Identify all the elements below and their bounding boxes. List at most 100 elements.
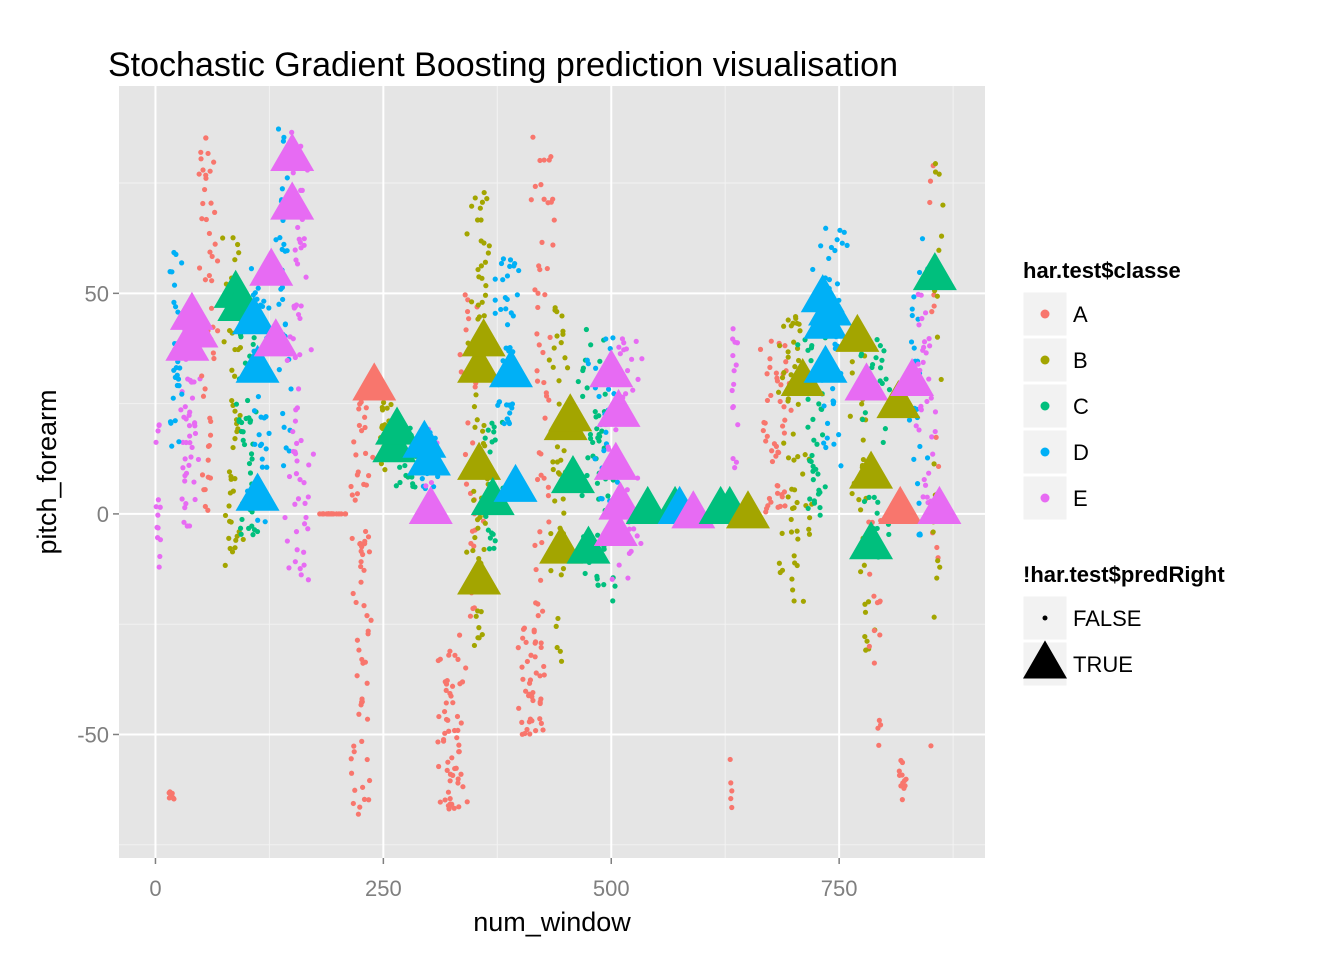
point-B [482,443,488,449]
point-B [792,364,798,370]
point-A [447,690,453,697]
point-C [492,437,498,443]
point-C [487,535,493,541]
point-B [860,437,866,443]
point-B [472,195,478,201]
point-A [445,717,451,723]
point-D [810,266,816,273]
point-D [830,386,836,392]
point-A [359,738,365,744]
point-A [728,795,734,802]
point-B [800,471,806,477]
point-B [226,469,233,475]
point-D [504,273,511,279]
point-B [554,333,560,339]
triangle-E [408,485,453,524]
point-A [199,373,205,379]
point-E [617,351,623,357]
point-E [294,547,300,553]
point-A [536,263,542,269]
point-C [822,484,828,490]
point-A [472,384,478,390]
point-A [538,644,544,651]
point-D [168,420,174,426]
triangle-D [493,463,538,502]
correct-prediction-markers [165,132,962,595]
point-C [869,364,875,371]
point-E [301,562,307,568]
point-B [476,314,483,320]
point-C [239,516,245,523]
point-A [357,540,363,547]
point-B [471,488,477,494]
point-B [479,631,485,638]
point-D [282,321,289,327]
point-B [795,536,801,542]
y-tick-label: -50 [77,722,109,747]
legend-label-C: C [1073,394,1089,419]
point-A [356,711,362,717]
point-A [452,652,458,658]
point-A [530,134,536,140]
point-B [794,499,800,506]
point-A [545,493,552,499]
point-A [343,511,349,517]
legend-label-E: E [1073,486,1088,511]
point-E [182,473,188,479]
point-B [384,405,390,411]
point-A [537,157,543,164]
point-D [592,456,598,462]
point-A [538,472,544,478]
point-D [175,309,181,315]
point-B [777,343,783,349]
point-B [785,317,791,323]
point-A [458,720,464,726]
point-E [181,519,187,525]
point-B [473,392,479,398]
point-D [281,424,287,430]
point-A [171,795,177,802]
point-A [768,338,774,344]
point-A [454,713,461,720]
triangle-D [488,349,533,388]
point-D [276,301,282,307]
point-D [911,294,917,300]
point-A [774,490,781,496]
point-B [858,569,864,575]
point-A [524,726,530,733]
point-C [594,426,600,432]
point-E [639,356,645,362]
point-B [861,562,867,568]
point-E [289,129,295,135]
point-B [789,576,795,582]
point-A [531,627,537,633]
point-A [198,156,204,162]
point-C [487,449,493,455]
point-A [783,359,789,365]
point-D [844,242,850,248]
point-D [261,298,267,304]
point-A [542,415,548,421]
point-E [924,398,930,405]
point-A [444,767,450,773]
triangle-B [457,441,502,480]
point-B [934,575,940,581]
point-B [477,205,483,211]
point-A [463,481,470,487]
point-B [236,250,242,256]
point-D [256,432,262,438]
point-C [250,341,256,348]
point-A [764,433,770,439]
point-B [475,302,481,308]
point-D [259,464,265,470]
point-D [919,236,926,242]
point-A [458,369,464,375]
point-A [871,660,877,666]
point-B [551,345,557,351]
point-B [548,530,554,537]
point-E [290,336,296,342]
point-A [364,716,371,722]
point-B [379,404,385,411]
point-B [481,313,487,319]
point-C [402,462,408,469]
